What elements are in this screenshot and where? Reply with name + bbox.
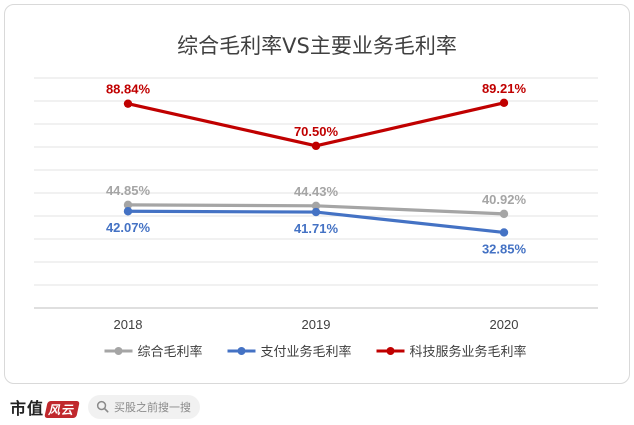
legend-label: 科技服务业务毛利率: [410, 344, 527, 360]
data-point: [123, 200, 133, 210]
legend: 综合毛利率 支付业务毛利率 科技服务业务毛利率: [104, 344, 527, 360]
x-tick-label: 2019: [302, 317, 331, 332]
data-point: [499, 209, 509, 219]
legend-item: 支付业务毛利率: [227, 344, 352, 360]
data-point: [311, 201, 321, 211]
data-label: 41.71%: [294, 221, 339, 236]
data-label: 32.85%: [482, 241, 527, 256]
data-point: [123, 207, 133, 216]
chart-card: [4, 4, 630, 384]
legend-label: 综合毛利率: [138, 344, 203, 360]
data-point: [123, 99, 133, 108]
x-axis-ticks: 2018 2019 2020: [114, 317, 519, 332]
line-chart: 综合毛利率VS主要业务毛利率 44.85% 44.43%40.92%42.07% 4…: [34, 34, 598, 360]
search-placeholder: 买股之前搜一搜: [114, 400, 192, 414]
legend-swatch-marker: [386, 347, 395, 355]
data-point: [499, 98, 509, 108]
data-label: 88.84%: [106, 82, 151, 97]
data-label: 44.43%: [294, 184, 339, 199]
data-label: 42.07%: [106, 220, 151, 235]
brand-logo[interactable]: 市值 风云: [10, 395, 80, 419]
brand-mark: 风云: [44, 400, 80, 418]
legend-item: 科技服务业务毛利率: [376, 344, 527, 360]
footer-bar: 市值 风云 买股之前搜一搜: [0, 388, 634, 425]
legend-label: 支付业务毛利率: [261, 344, 352, 360]
search-icon: [96, 400, 109, 413]
data-point: [499, 228, 509, 237]
legend-swatch-marker: [237, 347, 246, 355]
data-label: 40.92%: [482, 192, 527, 207]
legend-swatch-marker: [114, 347, 123, 355]
data-point: [311, 141, 321, 151]
brand-name: 市值: [10, 398, 45, 418]
x-tick-label: 2020: [490, 317, 519, 332]
x-tick-label: 2018: [114, 317, 143, 332]
legend-item: 综合毛利率: [104, 344, 203, 360]
data-label: 89.21%: [482, 81, 527, 96]
data-label: 70.50%: [294, 124, 339, 139]
series-lines: [123, 98, 509, 237]
data-point: [311, 207, 321, 217]
search-input[interactable]: 买股之前搜一搜: [88, 394, 201, 419]
chart-title: 综合毛利率VS主要业务毛利率: [177, 34, 457, 58]
data-labels: 44.85% 44.43% 40.92% 42.07% 41.71% 32.85% 88.8…: [106, 81, 527, 257]
data-label: 44.85%: [106, 183, 151, 198]
